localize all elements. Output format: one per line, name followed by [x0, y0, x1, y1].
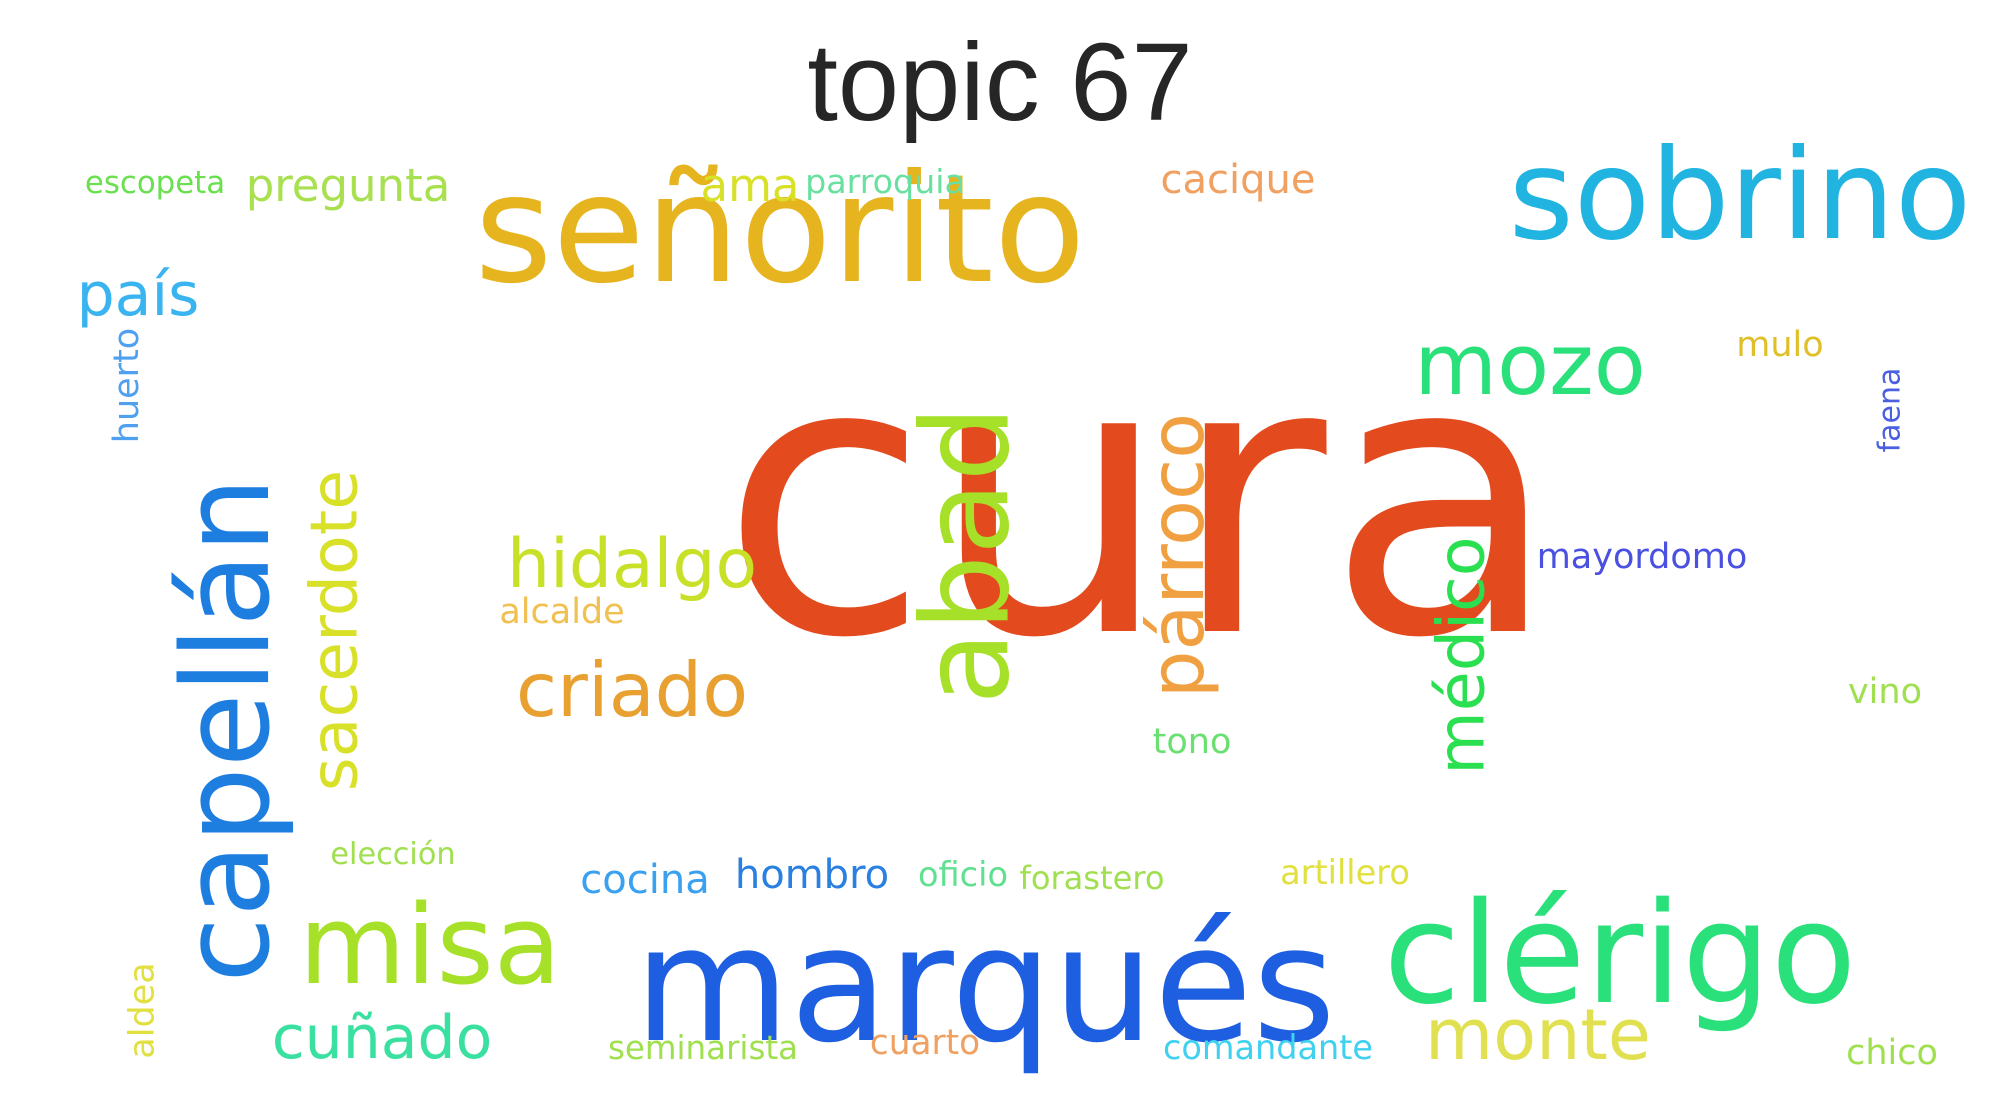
word-medico: médico: [1424, 535, 1500, 775]
word-comandante: comandante: [1162, 1028, 1374, 1068]
word-tono: tono: [1152, 721, 1232, 762]
word-capellan: capellán: [158, 477, 297, 983]
word-chico: chico: [1846, 1032, 1938, 1073]
word-criado: criado: [515, 645, 749, 734]
word-senorito: señorito: [474, 143, 1086, 317]
word-oficio: oficio: [917, 855, 1009, 895]
word-mozo: mozo: [1414, 315, 1646, 415]
word-cocina: cocina: [580, 857, 710, 903]
word-mayordomo: mayordomo: [1536, 536, 1748, 577]
word-pais: país: [76, 260, 200, 330]
word-ama: ama: [700, 158, 800, 212]
word-cunado: cuñado: [271, 1003, 493, 1073]
word-alcalde: alcalde: [499, 591, 625, 632]
word-pregunta: pregunta: [245, 158, 451, 212]
word-eleccion: elección: [330, 836, 456, 872]
word-monte: monte: [1425, 994, 1651, 1076]
word-seminarista: seminarista: [607, 1028, 799, 1067]
word-parroco: párroco: [1133, 412, 1222, 698]
word-clerigo: clérigo: [1383, 873, 1857, 1036]
word-marques: marqués: [634, 891, 1336, 1078]
word-misa: misa: [298, 881, 562, 1009]
word-cura: cura: [720, 278, 1560, 721]
word-mulo: mulo: [1736, 324, 1824, 365]
word-vino: vino: [1847, 671, 1923, 712]
chart-title: topic 67: [807, 21, 1193, 144]
word-sacerdote: sacerdote: [297, 469, 373, 791]
word-sobrino: sobrino: [1508, 122, 1972, 268]
word-huerto: huerto: [107, 327, 148, 443]
word-hidalgo: hidalgo: [506, 525, 758, 605]
word-aldea: aldea: [122, 961, 163, 1059]
word-hombro: hombro: [734, 852, 890, 898]
word-cuarto: cuarto: [869, 1022, 981, 1063]
word-parroquia: parroquia: [805, 162, 965, 202]
word-cacique: cacique: [1160, 157, 1316, 203]
word-faena: faena: [1872, 367, 1907, 453]
word-escopeta: escopeta: [84, 164, 226, 201]
word-abad: abad: [897, 405, 1037, 705]
word-artillero: artillero: [1280, 853, 1410, 893]
word-forastero: forastero: [1019, 858, 1165, 897]
